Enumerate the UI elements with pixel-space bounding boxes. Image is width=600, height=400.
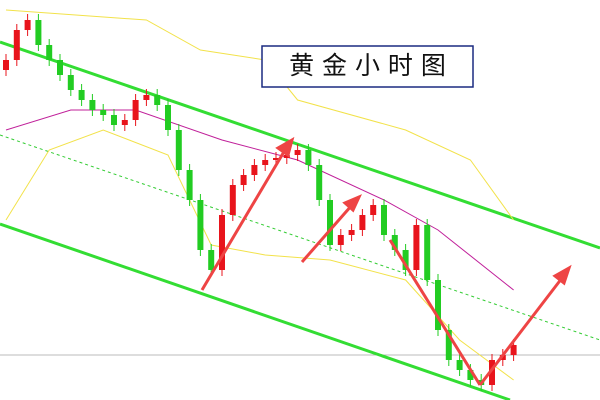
arrow	[300, 204, 354, 263]
candle-body	[197, 200, 204, 250]
arrows	[200, 136, 572, 386]
arrow-head	[552, 264, 572, 286]
candle-body	[316, 165, 323, 200]
candle-body	[57, 60, 63, 75]
candle-body	[456, 360, 463, 370]
candle-body	[111, 115, 117, 125]
candle-body	[435, 280, 441, 330]
arrow	[478, 277, 564, 386]
candle-body	[165, 105, 171, 130]
candle-body	[3, 60, 9, 70]
channel-upper	[0, 40, 600, 250]
candle-body	[467, 370, 474, 380]
title-box	[261, 45, 474, 88]
candle-body	[229, 185, 236, 215]
candle-body	[273, 158, 279, 160]
candle-body	[240, 175, 247, 185]
candle-body	[391, 235, 398, 250]
plot	[3, 9, 517, 391]
candle-body	[305, 150, 312, 165]
chart-title: 黄 金 小 时 图	[289, 51, 446, 80]
candle-body	[337, 235, 344, 245]
arrow-head	[275, 136, 295, 158]
candle-body	[121, 120, 128, 125]
candle-body	[219, 215, 225, 270]
candle-body	[327, 200, 333, 245]
candle-body	[154, 95, 161, 105]
candle-body	[67, 75, 74, 90]
channel-lower	[0, 222, 511, 400]
candle-body	[251, 165, 258, 175]
candle-body	[132, 100, 139, 120]
candle-body	[208, 250, 215, 270]
candle-body	[35, 20, 42, 45]
candle-body	[348, 230, 355, 235]
candle-body	[186, 170, 193, 200]
candle-body	[294, 150, 301, 155]
candle-body	[370, 205, 377, 215]
candle-body	[89, 100, 96, 110]
arrow-head	[342, 194, 362, 213]
candle-body	[175, 130, 182, 170]
candle-body	[381, 205, 387, 235]
candle-body	[143, 95, 150, 100]
candle-body	[424, 225, 431, 280]
candle-body	[262, 160, 269, 165]
candle-body	[489, 360, 495, 385]
arrow	[200, 149, 287, 291]
candle-body	[445, 330, 452, 360]
candle-body	[510, 345, 517, 355]
candle-body	[402, 250, 409, 270]
candle-body	[24, 20, 31, 30]
channel-mid	[0, 134, 600, 341]
candle-body	[413, 225, 420, 270]
candle-body	[46, 45, 53, 60]
candle-body	[359, 215, 366, 230]
arrow	[388, 239, 482, 386]
candle-body	[78, 90, 85, 100]
candle-body	[100, 110, 107, 115]
candle-body	[283, 155, 290, 158]
candle-body	[13, 30, 20, 60]
